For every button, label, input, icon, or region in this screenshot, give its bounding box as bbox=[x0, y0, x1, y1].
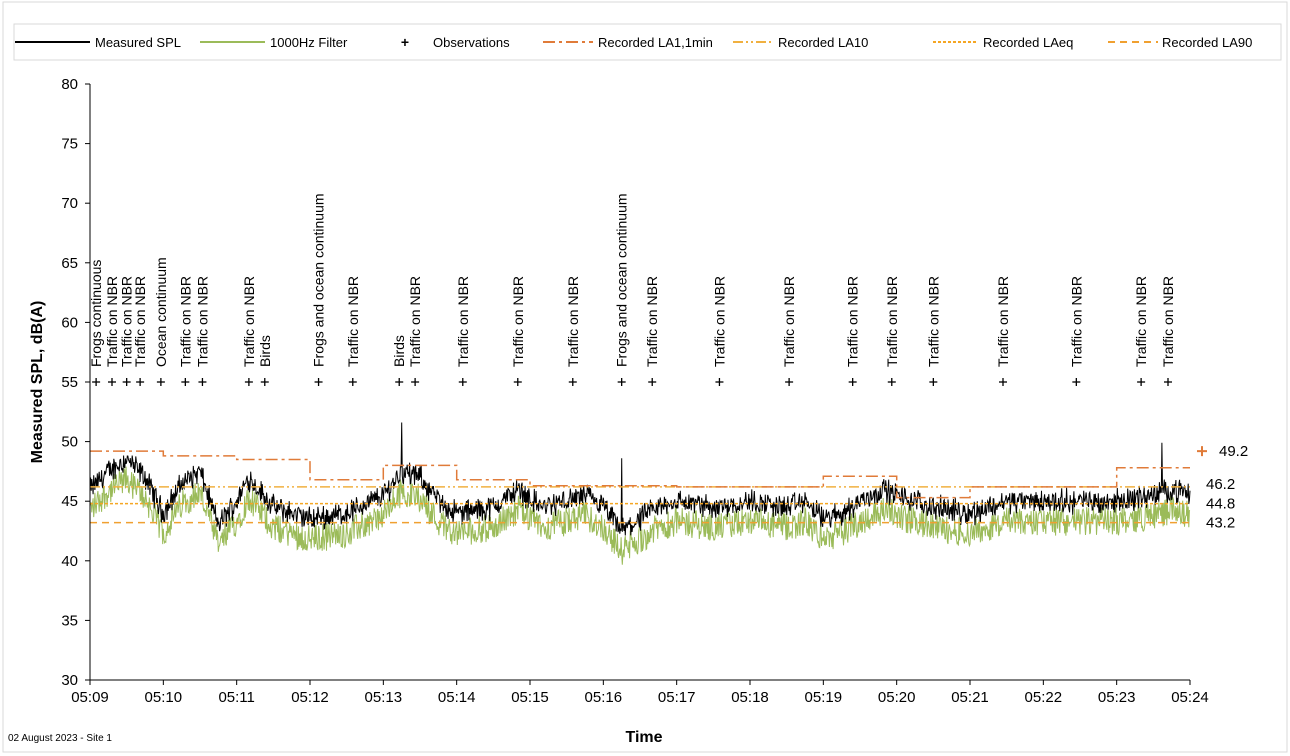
observation-label: Traffic on NBR bbox=[995, 276, 1011, 367]
y-tick-label: 80 bbox=[61, 76, 78, 93]
la1-1min-series bbox=[90, 450, 1190, 499]
x-axis-title: Time bbox=[625, 729, 662, 746]
x-tick-label: 05:10 bbox=[145, 689, 183, 706]
x-tick-label: 05:24 bbox=[1171, 689, 1209, 706]
x-tick-label: 05:09 bbox=[71, 689, 109, 706]
footer-note: 02 August 2023 - Site 1 bbox=[8, 733, 112, 744]
x-tick-label: 05:20 bbox=[878, 689, 916, 706]
observation-label: Traffic on NBR bbox=[884, 276, 900, 367]
axes: 30 35 40 45 50 55 60 65 70 75 80 05:09 05:10 05:11 05:… bbox=[61, 76, 1208, 706]
y-tick-label: 70 bbox=[61, 195, 78, 212]
observation-label: Traffic on NBR bbox=[1133, 276, 1149, 367]
end-label-3: 43.2 bbox=[1206, 515, 1235, 532]
y-tick-label: 30 bbox=[61, 672, 78, 689]
x-tick-label: 05:21 bbox=[951, 689, 989, 706]
observation-label: Birds bbox=[391, 335, 407, 367]
legend-box bbox=[13, 23, 1282, 61]
y-tick-label: 35 bbox=[61, 612, 78, 629]
x-tick-label: 05:11 bbox=[218, 689, 254, 706]
observation-label: Traffic on NBR bbox=[1068, 276, 1084, 367]
legend-label-1: 1000Hz Filter bbox=[270, 35, 348, 50]
y-axis-title: Measured SPL, dB(A) bbox=[29, 301, 46, 464]
observation-label: Ocean continuum bbox=[153, 257, 169, 367]
observation-label: Traffic on NBR bbox=[407, 276, 423, 367]
x-tick-label: 05:18 bbox=[731, 689, 769, 706]
observation-label: Traffic on NBR bbox=[177, 276, 193, 367]
legend-label-2: Observations bbox=[433, 35, 510, 50]
y-tick-label: 65 bbox=[61, 255, 78, 272]
legend-label-0: Measured SPL bbox=[95, 35, 181, 50]
observation-label: Traffic on NBR bbox=[925, 276, 941, 367]
x-tick-label: 05:23 bbox=[1098, 689, 1136, 706]
observation-label: Traffic on NBR bbox=[711, 276, 727, 367]
y-tick-label: 45 bbox=[61, 493, 78, 510]
x-tick-label: 05:22 bbox=[1025, 689, 1063, 706]
y-tick-label: 55 bbox=[61, 374, 78, 391]
observation-label: Traffic on NBR bbox=[104, 276, 120, 367]
legend-label-5: Recorded LAeq bbox=[983, 35, 1073, 50]
observation-label: Traffic on NBR bbox=[194, 276, 210, 367]
x-tick-label: 05:14 bbox=[438, 689, 476, 706]
legend: Measured SPL 1000Hz Filter + Observations Re… bbox=[15, 34, 1252, 50]
observation-label: Traffic on NBR bbox=[565, 276, 581, 367]
observation-label: Frogs and ocean continuum bbox=[614, 193, 630, 367]
y-tick-label: 60 bbox=[61, 314, 78, 331]
observation-label: Traffic on NBR bbox=[1160, 276, 1176, 367]
legend-marker-2: + bbox=[401, 34, 409, 50]
observation-label: Traffic on NBR bbox=[845, 276, 861, 367]
observation-label: Traffic on NBR bbox=[132, 276, 148, 367]
x-tick-label: 05:15 bbox=[511, 689, 549, 706]
y-tick-label: 40 bbox=[61, 553, 78, 570]
observation-label: Frogs continuous bbox=[88, 260, 104, 367]
observation-label: Traffic on NBR bbox=[345, 276, 361, 367]
y-tick-label: 75 bbox=[61, 136, 78, 153]
observation-label: Birds bbox=[257, 335, 273, 367]
x-tick-label: 05:19 bbox=[805, 689, 843, 706]
end-label-1: 46.2 bbox=[1206, 476, 1235, 493]
legend-label-3: Recorded LA1,1min bbox=[598, 35, 713, 50]
measured-spl-series bbox=[89, 422, 1191, 536]
observation-label: Traffic on NBR bbox=[510, 276, 526, 367]
end-label-0: 49.2 bbox=[1219, 443, 1248, 460]
x-tick-label: 05:17 bbox=[658, 689, 696, 706]
y-tick-label: 50 bbox=[61, 434, 78, 451]
end-label-2: 44.8 bbox=[1206, 496, 1235, 513]
observation-label: Traffic on NBR bbox=[241, 276, 257, 367]
observation-label: Traffic on NBR bbox=[455, 276, 471, 367]
observation-label: Traffic on NBR bbox=[644, 276, 660, 367]
x-tick-label: 05:12 bbox=[291, 689, 329, 706]
observation-label: Traffic on NBR bbox=[119, 276, 135, 367]
observation-label: Traffic on NBR bbox=[781, 276, 797, 367]
legend-label-6: Recorded LA90 bbox=[1162, 35, 1252, 50]
x-tick-label: 05:16 bbox=[585, 689, 623, 706]
observation-label: Frogs and ocean continuum bbox=[311, 193, 327, 367]
legend-label-4: Recorded LA10 bbox=[778, 35, 868, 50]
x-tick-label: 05:13 bbox=[365, 689, 403, 706]
